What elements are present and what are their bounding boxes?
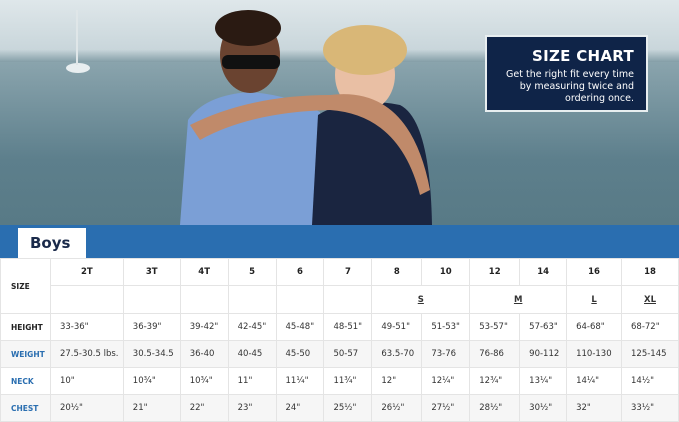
table-cell: 36-40 — [179, 340, 229, 368]
table-cell: 51-53" — [421, 313, 471, 341]
table-cell: 40-45 — [227, 340, 277, 368]
table-cell: 14½" — [621, 367, 679, 395]
letter-size-m: M — [469, 285, 568, 314]
letter-size-s-label: S — [417, 294, 424, 305]
height-row: HEIGHT 33-36" 36-39" 39-42" 42-45" 45-48" 48-5… — [0, 313, 679, 341]
kids-photo — [66, 10, 432, 225]
table-cell: 42-45" — [227, 313, 277, 341]
letter-size-s: S — [371, 285, 471, 314]
size-12: 12 — [469, 258, 521, 286]
row-label: WEIGHT — [0, 340, 51, 368]
empty-cell — [122, 285, 181, 314]
row-label: NECK — [0, 367, 51, 395]
size-18: 18 — [621, 258, 679, 286]
table-cell: 12¼" — [421, 367, 471, 395]
size-5: 5 — [227, 258, 277, 286]
banner-title: SIZE CHART — [531, 47, 634, 65]
table-cell: 48-51" — [323, 313, 373, 341]
chest-row: CHEST 20½" 21" 22" 23" 24" 25½" 26½" 27½" 28½" 30½… — [0, 394, 679, 422]
table-cell: 26½" — [371, 394, 423, 422]
size-6: 6 — [275, 258, 325, 286]
table-cell: 39-42" — [179, 313, 229, 341]
table-cell: 76-86 — [469, 340, 521, 368]
empty-cell — [179, 285, 229, 314]
empty-cell — [227, 285, 277, 314]
table-cell: 22" — [179, 394, 229, 422]
letter-size-row: S M L XL — [1, 285, 679, 314]
table-cell: 12" — [371, 367, 423, 395]
letter-size-xl: XL — [621, 285, 679, 314]
size-10: 10 — [421, 258, 471, 286]
size-16: 16 — [566, 258, 623, 286]
table-cell: 13¼" — [519, 367, 568, 395]
table-cell: 10¾" — [179, 367, 229, 395]
table-cell: 14¼" — [566, 367, 623, 395]
table-cell: 110-130 — [566, 340, 623, 368]
table-cell: 25½" — [323, 394, 373, 422]
table-cell: 57-63" — [519, 313, 568, 341]
table-cell: 49-51" — [371, 313, 423, 341]
row-label: CHEST — [0, 394, 51, 422]
table-cell: 23" — [227, 394, 277, 422]
row-label: HEIGHT — [0, 313, 51, 341]
table-cell: 30.5-34.5 — [122, 340, 181, 368]
hero-photo — [0, 0, 679, 225]
neck-row: NECK 10" 10¾" 10¾" 11" 11¼" 11¾" 12" 12¼" 12¾" 13¼… — [0, 367, 679, 395]
empty-cell — [49, 285, 124, 314]
category-band — [0, 225, 679, 258]
size-7: 7 — [323, 258, 373, 286]
empty-cell — [323, 285, 373, 314]
letter-size-l-label: L — [591, 294, 597, 305]
table-cell: 32" — [566, 394, 623, 422]
table-cell: 90-112 — [519, 340, 568, 368]
table-cell: 33-36" — [49, 313, 124, 341]
table-cell: 50-57 — [323, 340, 373, 368]
table-cell: 11¼" — [275, 367, 325, 395]
table-cell: 11¾" — [323, 367, 373, 395]
size-3T: 3T — [122, 258, 181, 286]
letter-size-xl-label: XL — [644, 294, 656, 305]
table-cell: 20½" — [49, 394, 124, 422]
banner-text: Get the right fit every time by measurin… — [506, 69, 634, 104]
table-cell: 45-48" — [275, 313, 325, 341]
size-14: 14 — [519, 258, 568, 286]
table-cell: 45-50 — [275, 340, 325, 368]
table-cell: 27.5-30.5 lbs. — [49, 340, 124, 368]
table-cell: 10" — [49, 367, 124, 395]
table-cell: 30½" — [519, 394, 568, 422]
table-cell: 10¾" — [122, 367, 181, 395]
table-cell: 68-72" — [621, 313, 679, 341]
table-cell: 12¾" — [469, 367, 521, 395]
empty-cell — [275, 285, 325, 314]
size-table: SIZE 2T 3T 4T 5 6 7 8 10 12 14 16 18 S M… — [0, 258, 679, 422]
size-label: SIZE — [0, 258, 51, 314]
letter-size-l: L — [566, 285, 623, 314]
table-cell: 33½" — [621, 394, 679, 422]
size-4T: 4T — [179, 258, 229, 286]
table-cell: 28½" — [469, 394, 521, 422]
table-cell: 63.5-70 — [371, 340, 423, 368]
table-cell: 36-39" — [122, 313, 181, 341]
table-cell: 21" — [122, 394, 181, 422]
table-cell: 27½" — [421, 394, 471, 422]
table-cell: 24" — [275, 394, 325, 422]
table-cell: 53-57" — [469, 313, 521, 341]
table-cell: 11" — [227, 367, 277, 395]
size-8: 8 — [371, 258, 423, 286]
letter-size-m-label: M — [513, 294, 523, 305]
table-cell: 64-68" — [566, 313, 623, 341]
weight-row: WEIGHT 27.5-30.5 lbs. 30.5-34.5 36-40 40-45 4… — [0, 340, 679, 368]
tab-boys[interactable]: Boys — [18, 228, 86, 258]
table-cell: 125-145 — [621, 340, 679, 368]
size-header-row: SIZE 2T 3T 4T 5 6 7 8 10 12 14 16 18 — [0, 258, 679, 314]
size-chart-banner: SIZE CHART Get the right fit every time … — [485, 35, 648, 112]
size-2T: 2T — [49, 258, 124, 286]
table-cell: 73-76 — [421, 340, 471, 368]
